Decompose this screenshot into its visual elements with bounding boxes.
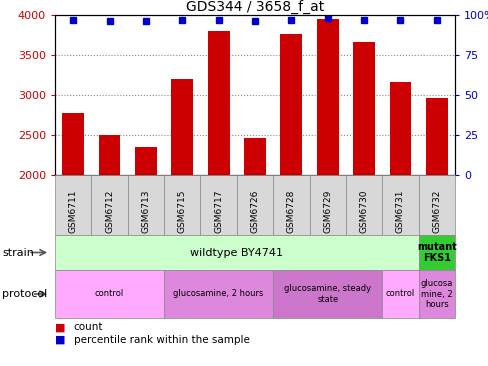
Bar [425,98,447,175]
Text: control: control [385,290,414,299]
Text: GSM6717: GSM6717 [214,190,223,233]
Text: mutant
FKS1: mutant FKS1 [416,242,456,263]
Text: GSM6731: GSM6731 [395,190,404,233]
Text: ■: ■ [55,322,65,332]
Text: ■: ■ [55,335,65,345]
Text: control: control [95,290,124,299]
Bar [135,147,157,175]
Bar [99,135,120,175]
Text: glucosa
mine, 2
hours: glucosa mine, 2 hours [420,279,452,309]
Bar [389,82,410,175]
Text: GSM6732: GSM6732 [431,190,440,233]
Title: GDS344 / 3658_f_at: GDS344 / 3658_f_at [185,0,324,14]
Text: strain: strain [2,247,34,258]
Text: percentile rank within the sample: percentile rank within the sample [73,335,249,345]
Text: GSM6730: GSM6730 [359,190,368,233]
Text: GSM6728: GSM6728 [286,190,295,233]
Text: GSM6712: GSM6712 [105,190,114,233]
Bar [352,42,374,175]
Text: count: count [73,322,103,332]
Text: GSM6729: GSM6729 [323,190,331,233]
Bar [62,113,84,175]
Text: GSM6726: GSM6726 [250,190,259,233]
Bar [316,19,338,175]
Text: GSM6715: GSM6715 [178,190,186,233]
Bar [171,79,193,175]
Text: GSM6713: GSM6713 [141,190,150,233]
Bar [280,34,302,175]
Text: protocol: protocol [2,289,48,299]
Text: GSM6711: GSM6711 [68,190,78,233]
Bar [207,31,229,175]
Text: wildtype BY4741: wildtype BY4741 [190,247,283,258]
Text: glucosamine, 2 hours: glucosamine, 2 hours [173,290,264,299]
Bar [244,138,265,175]
Text: glucosamine, steady
state: glucosamine, steady state [284,284,370,304]
